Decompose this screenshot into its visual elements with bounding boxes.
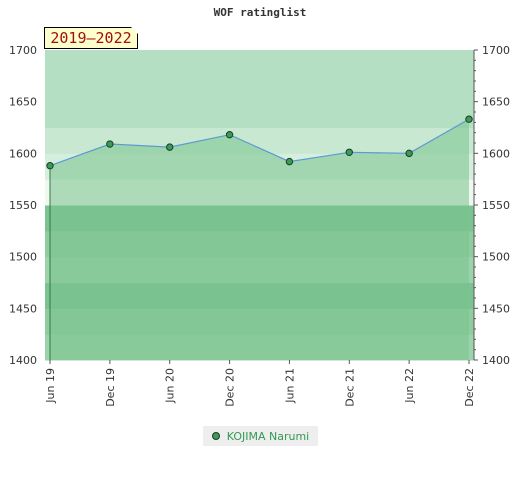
legend-marker-icon	[211, 432, 220, 440]
background-band	[45, 75, 474, 103]
series-area	[50, 119, 469, 360]
line-layer	[49, 118, 470, 167]
period-badge: 2019–2022	[44, 27, 138, 49]
y-tick-label: 1650	[9, 96, 37, 109]
axis-layer	[49, 49, 478, 364]
y-tick-label: 1700	[482, 44, 510, 57]
y-tick-label: 1450	[482, 302, 510, 315]
y-tick-label: 1550	[9, 199, 37, 212]
y-tick-label: 1650	[482, 96, 510, 109]
x-tick-labels: Jun 19 Dec 19 Jun 20 Dec 20 Jun 21 Dec 21 Jun …	[44, 368, 476, 407]
y-tick-label: 1700	[9, 44, 37, 57]
y-tick-label: 1500	[482, 251, 510, 264]
data-point	[465, 115, 473, 123]
x-tick-label: Dec 19	[104, 368, 117, 407]
y-tick-label: 1400	[482, 354, 510, 367]
data-point	[166, 143, 174, 151]
data-point	[345, 148, 353, 157]
series-line	[49, 118, 470, 167]
y-tick-label: 1550	[482, 199, 510, 212]
data-point	[46, 162, 54, 170]
y-tick-label: 1500	[9, 251, 37, 264]
x-tick-label: Jun 21	[283, 368, 296, 404]
x-tick-label: Dec 22	[463, 368, 476, 407]
legend-label: KOJIMA Narumi	[226, 429, 310, 443]
background-band	[45, 101, 474, 128]
x-tick-label: Jun 22	[403, 368, 416, 404]
data-point	[405, 149, 413, 158]
data-point	[225, 131, 234, 139]
legend[interactable]: KOJIMA Narumi	[203, 426, 318, 446]
x-tick-label: Jun 19	[44, 368, 57, 404]
y-tick-labels-right: 1400 1450 1500 1550 1600 1650 1700	[482, 44, 510, 367]
chart-title: WOF ratinglist	[213, 6, 307, 19]
data-point	[106, 140, 114, 148]
area-layer	[50, 119, 469, 360]
y-tick-label: 1450	[9, 302, 37, 315]
x-tick-label: Jun 20	[164, 368, 177, 404]
y-tick-label: 1600	[9, 147, 37, 160]
points-layer	[46, 115, 473, 170]
y-tick-label: 1600	[482, 147, 510, 160]
background-band	[45, 50, 474, 77]
data-point	[285, 157, 294, 166]
x-tick-label: Dec 20	[224, 368, 237, 407]
y-tick-label: 1400	[9, 354, 37, 367]
y-tick-labels-left: 1400 1450 1500 1550 1600 1650 1700	[9, 44, 37, 367]
x-tick-label: Dec 21	[343, 368, 356, 407]
